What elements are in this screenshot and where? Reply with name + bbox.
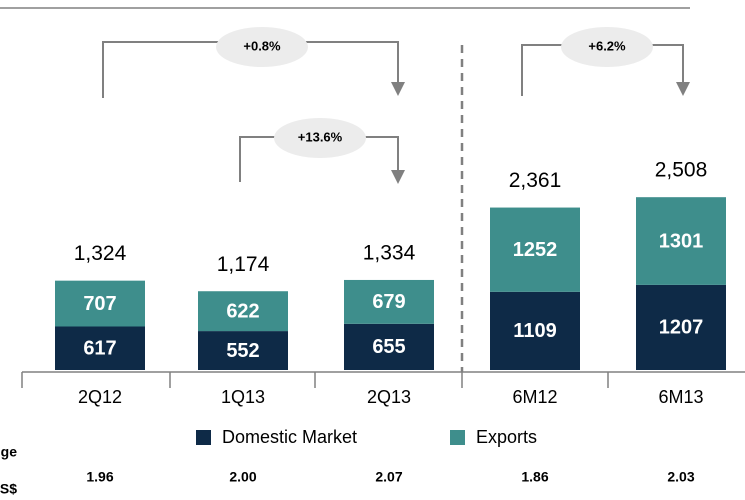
axis-separators — [21, 372, 609, 388]
bar-segment — [490, 291, 580, 370]
annotation: +0.8% — [243, 38, 281, 53]
total-label: 2,361 — [509, 169, 562, 192]
footer-value: 2.07 — [375, 469, 402, 485]
segment-label: 707 — [83, 293, 116, 315]
total-label: 1,334 — [363, 241, 416, 264]
footer-label: S$ — [0, 481, 17, 497]
segment-label: 1301 — [659, 230, 704, 252]
segment-label: 1207 — [659, 317, 704, 339]
legend-label: Exports — [476, 427, 537, 447]
x-tick-label: 6M13 — [658, 387, 703, 407]
total-label: 1,174 — [217, 253, 270, 276]
bar-segment — [198, 291, 288, 332]
x-tick-label: 2Q13 — [367, 387, 411, 407]
bar-segment — [344, 323, 434, 370]
bar-segment — [636, 197, 726, 285]
total-label: 1,324 — [74, 242, 127, 265]
bar-segment — [198, 331, 288, 370]
footer-label: ge — [1, 444, 18, 460]
segment-label: 655 — [372, 336, 405, 358]
bar-segment — [55, 326, 145, 370]
annotation-bubble — [561, 27, 653, 67]
bar-segment — [55, 280, 145, 327]
bar-segment — [490, 207, 580, 292]
segment-label: 679 — [372, 291, 405, 313]
arrowheads — [391, 82, 690, 184]
footer-value: 2.03 — [667, 469, 694, 485]
total-label: 2,508 — [655, 159, 708, 182]
segment-label: 1252 — [513, 239, 558, 261]
legend-swatch — [450, 430, 465, 445]
x-tick-label: 6M12 — [512, 387, 557, 407]
footer-value: 1.96 — [86, 469, 113, 485]
x-tick-label: 1Q13 — [221, 387, 265, 407]
footer-value: 2.00 — [229, 469, 256, 485]
footer-value: 1.86 — [521, 469, 548, 485]
bar-segment — [636, 284, 726, 370]
legend-swatch — [196, 430, 211, 445]
annotation: +6.2% — [588, 38, 626, 53]
annotation-bubble — [274, 118, 366, 158]
bar-segment — [344, 279, 434, 324]
segment-label: 1109 — [513, 320, 556, 342]
annotation-bubble — [216, 27, 308, 67]
annotation: +13.6% — [298, 129, 343, 144]
segment-label: 617 — [83, 338, 116, 360]
x-tick-label: 2Q12 — [78, 387, 122, 407]
segment-label: 622 — [226, 300, 259, 322]
legend-label: Domestic Market — [222, 427, 357, 447]
segment-label: 552 — [226, 340, 259, 362]
